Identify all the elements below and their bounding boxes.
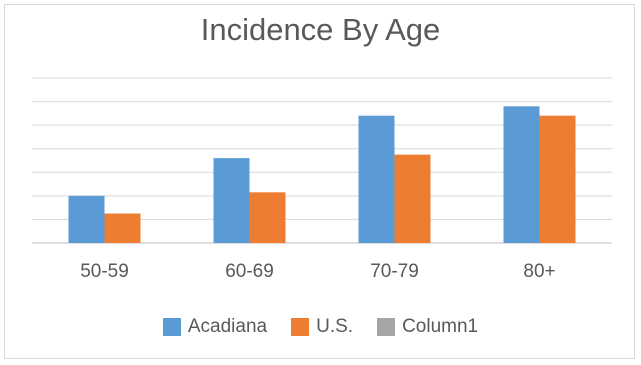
legend-item: Column1 (377, 316, 478, 338)
legend-swatch (162, 318, 181, 336)
x-tick-label: 60-69 (225, 261, 274, 282)
bar-acadiana-70-79 (358, 115, 395, 243)
bar-acadiana-50-59 (68, 195, 105, 243)
bar-u-s-60-69 (249, 192, 286, 243)
legend-item: U.S. (291, 316, 353, 338)
bar-u-s-80- (539, 115, 576, 243)
x-tick-label: 80+ (523, 261, 555, 282)
legend-swatch (377, 318, 396, 336)
bar-u-s-50-59 (104, 213, 141, 243)
legend-label: U.S. (316, 316, 354, 337)
x-tick-label: 70-79 (370, 261, 419, 282)
legend-label: Acadiana (187, 316, 268, 337)
bar-acadiana-80- (503, 106, 540, 244)
legend-item: Acadiana (162, 316, 268, 338)
legend-label: Column1 (402, 316, 479, 337)
legend-swatch (291, 318, 310, 336)
bar-u-s-70-79 (394, 154, 431, 243)
x-tick-label: 50-59 (80, 261, 129, 282)
bar-acadiana-60-69 (213, 158, 250, 243)
chart-legend: Acadiana U.S. Column1 (0, 316, 641, 338)
chart-title: Incidence By Age (200, 12, 441, 47)
